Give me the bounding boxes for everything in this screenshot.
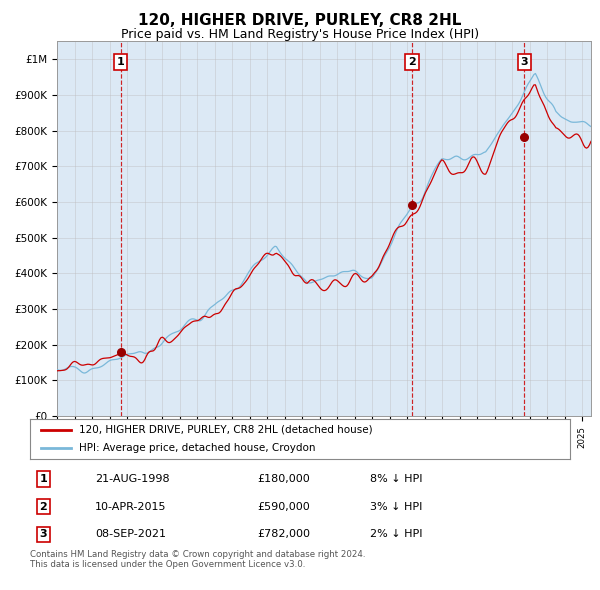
Text: Contains HM Land Registry data © Crown copyright and database right 2024.
This d: Contains HM Land Registry data © Crown c… (30, 550, 365, 569)
Text: 3: 3 (520, 57, 528, 67)
Text: £782,000: £782,000 (257, 529, 310, 539)
Text: 2: 2 (40, 502, 47, 512)
Text: 2% ↓ HPI: 2% ↓ HPI (370, 529, 422, 539)
Text: 10-APR-2015: 10-APR-2015 (95, 502, 166, 512)
Text: £590,000: £590,000 (257, 502, 310, 512)
Text: 2: 2 (408, 57, 416, 67)
Text: 1: 1 (40, 474, 47, 484)
Text: £180,000: £180,000 (257, 474, 310, 484)
Text: 120, HIGHER DRIVE, PURLEY, CR8 2HL: 120, HIGHER DRIVE, PURLEY, CR8 2HL (139, 13, 461, 28)
Text: 120, HIGHER DRIVE, PURLEY, CR8 2HL (detached house): 120, HIGHER DRIVE, PURLEY, CR8 2HL (deta… (79, 425, 372, 435)
Text: HPI: Average price, detached house, Croydon: HPI: Average price, detached house, Croy… (79, 443, 315, 453)
Text: 1: 1 (117, 57, 125, 67)
Text: 08-SEP-2021: 08-SEP-2021 (95, 529, 166, 539)
Text: 3: 3 (40, 529, 47, 539)
Text: 21-AUG-1998: 21-AUG-1998 (95, 474, 169, 484)
Text: 3% ↓ HPI: 3% ↓ HPI (370, 502, 422, 512)
Text: Price paid vs. HM Land Registry's House Price Index (HPI): Price paid vs. HM Land Registry's House … (121, 28, 479, 41)
Text: 8% ↓ HPI: 8% ↓ HPI (370, 474, 422, 484)
